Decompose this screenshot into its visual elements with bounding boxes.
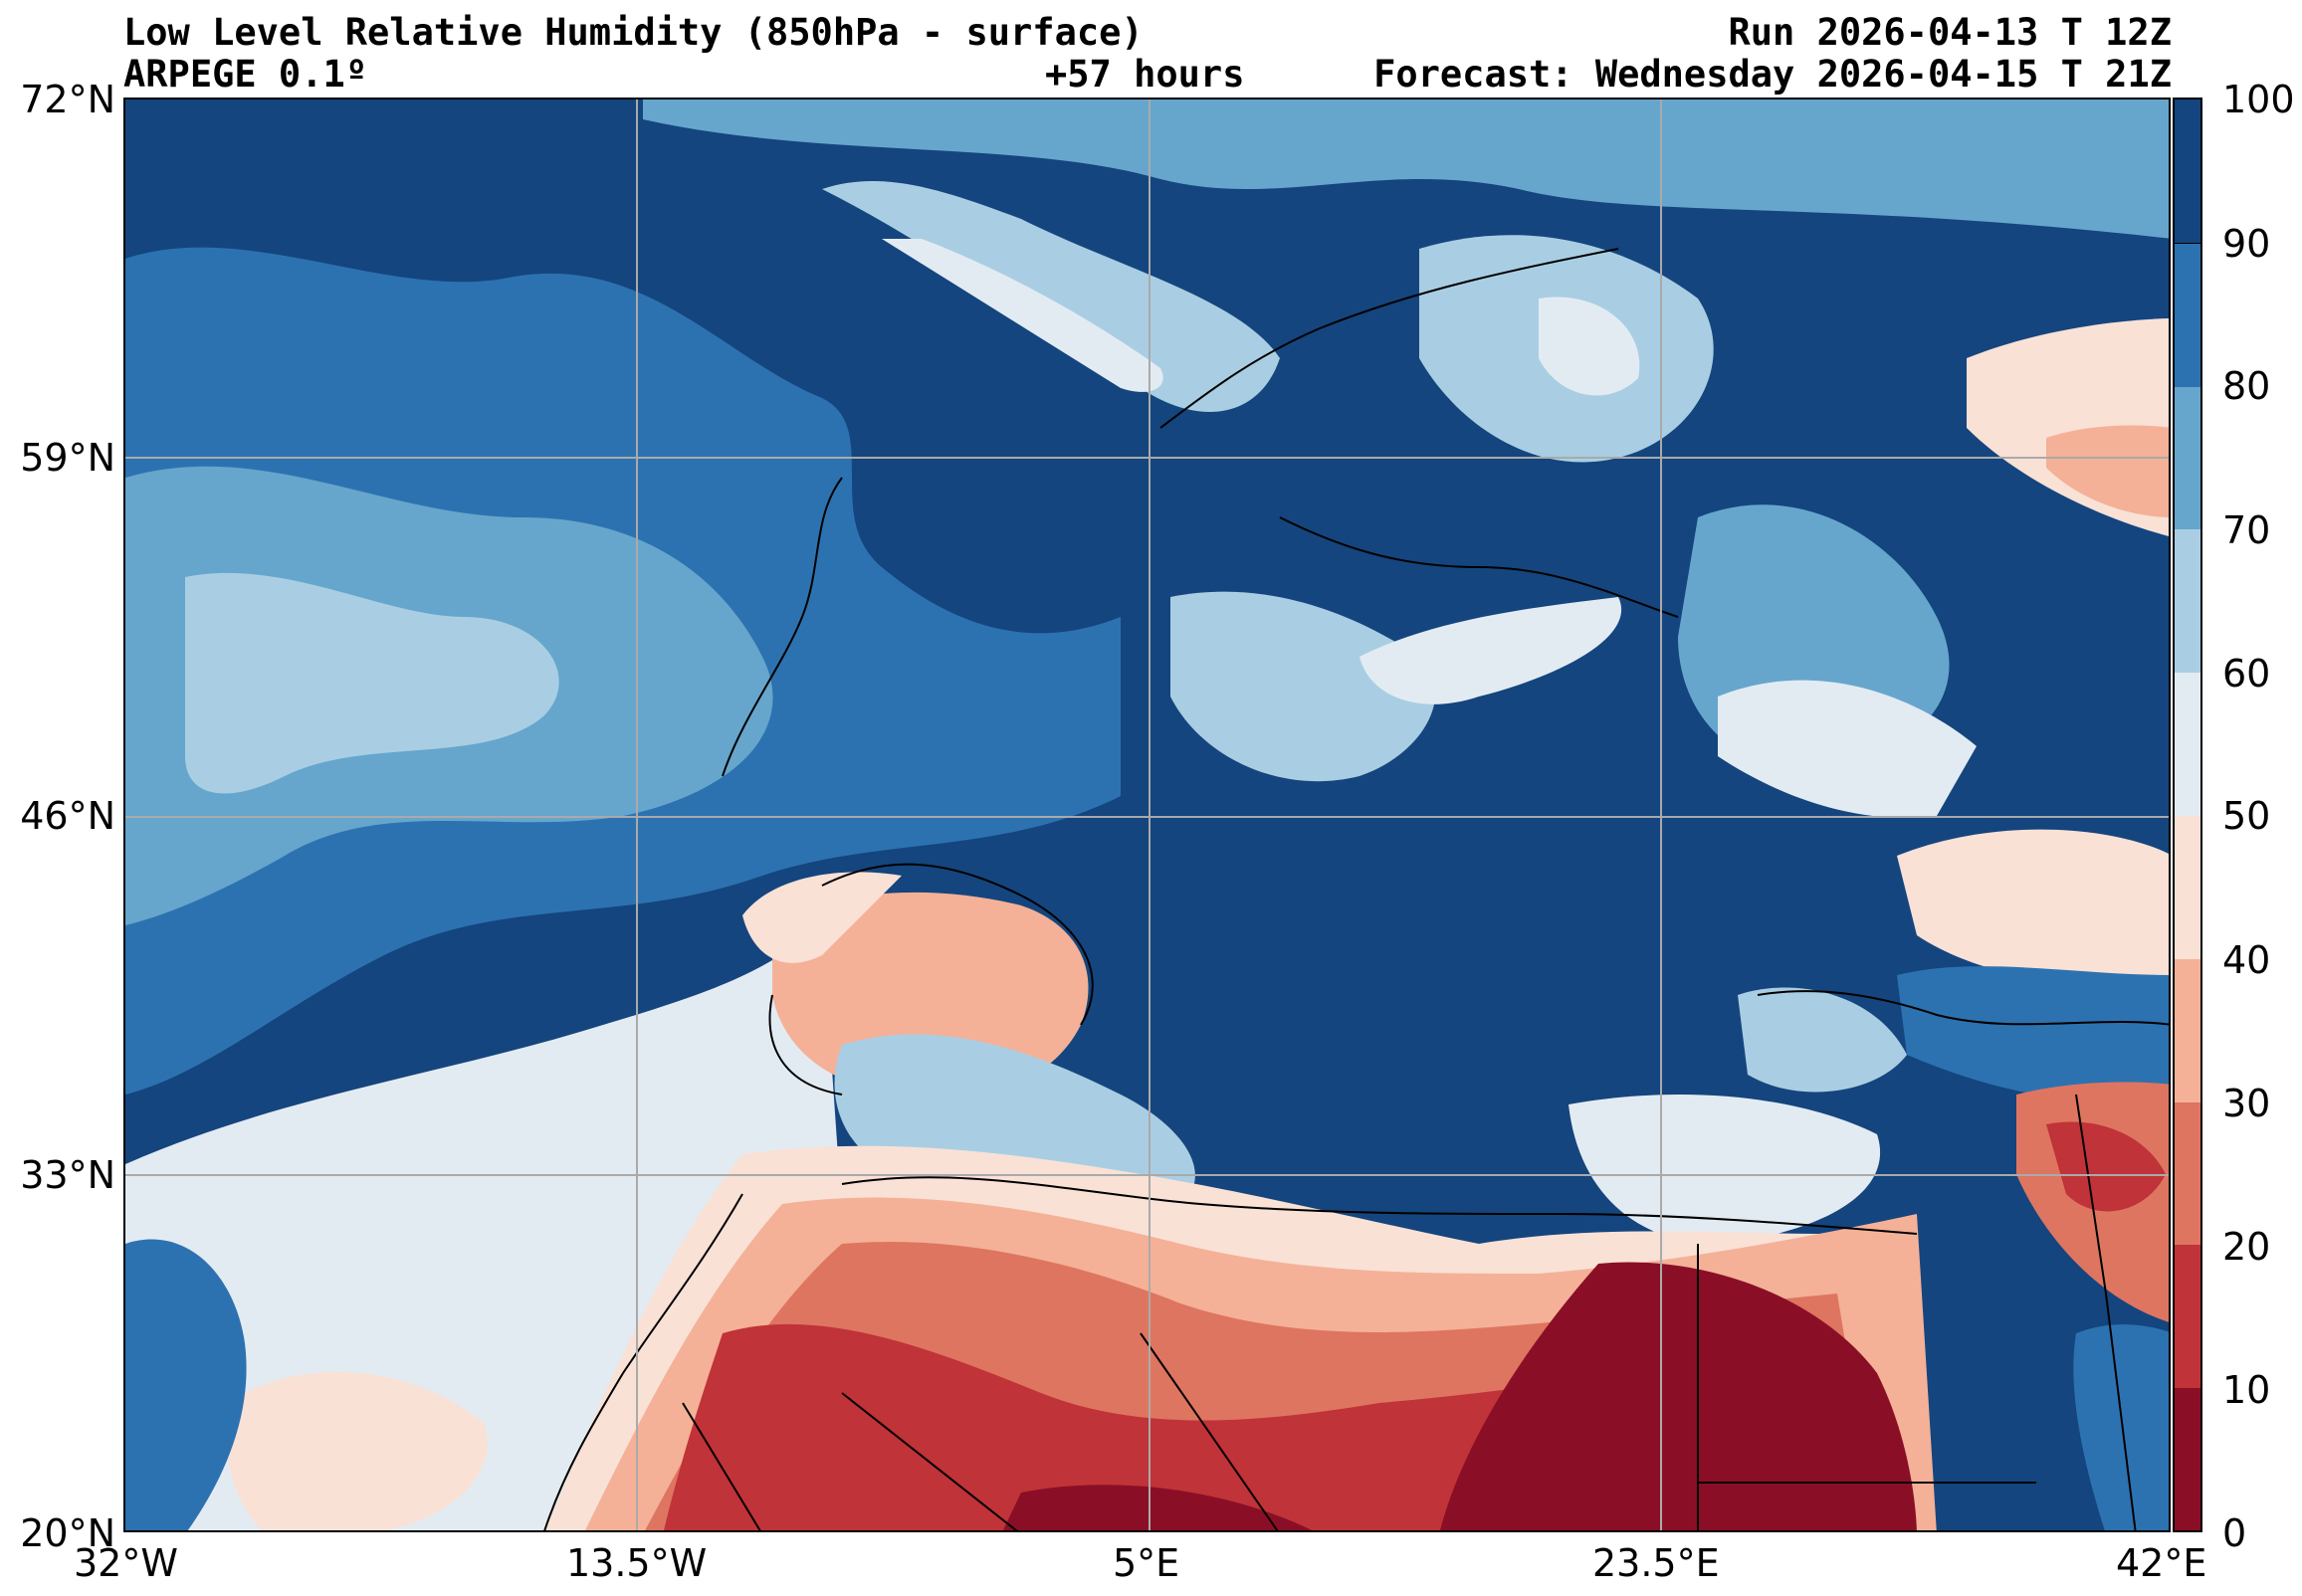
- iberia-pale: [742, 872, 902, 963]
- lat-tick-20n: 20°N: [20, 1511, 115, 1555]
- atlantic-light-band-2: [185, 572, 559, 794]
- colorbar-segment: [2175, 957, 2200, 1102]
- colorbar-segment: [2175, 1387, 2200, 1530]
- lat-tick-33n: 33°N: [20, 1153, 115, 1197]
- lat-tick-72n: 72°N: [20, 78, 115, 121]
- cbar-tick-90: 90: [2222, 222, 2271, 266]
- colorbar-segment: [2175, 528, 2200, 674]
- run-time: Run 2026-04-13 T 12Z: [1728, 11, 2172, 54]
- cbar-tick-30: 30: [2222, 1082, 2271, 1125]
- east-med-pale: [1569, 1095, 1881, 1244]
- sahara-dark-red: [1440, 1262, 1917, 1530]
- colorbar-segment: [2175, 100, 2200, 243]
- middle-east-dark-red: [2046, 1121, 2166, 1212]
- subtropical-salmon-patch: [227, 1371, 488, 1530]
- cbar-tick-50: 50: [2222, 794, 2271, 838]
- coastlines: [543, 248, 2169, 1530]
- cbar-tick-10: 10: [2222, 1368, 2271, 1412]
- cbar-tick-40: 40: [2222, 938, 2271, 982]
- colorbar-segment: [2175, 1244, 2200, 1389]
- colorbar-segment: [2175, 672, 2200, 816]
- cbar-tick-20: 20: [2222, 1225, 2271, 1269]
- lon-tick-42e: 42°E: [2116, 1541, 2207, 1585]
- caspian-salmon: [1897, 829, 2169, 983]
- map-field: [125, 100, 2169, 1530]
- scandinavia-pale: [1539, 297, 1640, 396]
- colorbar-segment: [2175, 815, 2200, 959]
- map-title: Low Level Relative Humidity (850hPa - su…: [123, 11, 1144, 54]
- ukraine-pale: [1718, 680, 1977, 818]
- sahara-dark-red-west: [1002, 1485, 1312, 1530]
- graticule: [125, 100, 2169, 1530]
- colorbar: [2173, 98, 2202, 1532]
- lon-tick-5e: 5°E: [1113, 1541, 1180, 1585]
- lon-tick-13.5w: 13.5°W: [566, 1541, 708, 1585]
- model-name: ARPEGE 0.1º: [123, 53, 368, 96]
- turkey-light: [1738, 987, 1907, 1093]
- lat-tick-46n: 46°N: [20, 794, 115, 838]
- red-sea-blue: [2073, 1324, 2169, 1530]
- lon-tick-23.5e: 23.5°E: [1592, 1541, 1720, 1585]
- colorbar-segment: [2175, 385, 2200, 530]
- forecast-time: Forecast: Wednesday 2026-04-15 T 21Z: [1373, 53, 2172, 96]
- cbar-tick-0: 0: [2222, 1511, 2247, 1555]
- lead-time: +57 hours: [1045, 53, 1245, 96]
- western-europe-light: [1170, 591, 1436, 782]
- lon-tick-32w: 32°W: [74, 1541, 178, 1585]
- turkey-blue: [1897, 966, 2169, 1101]
- cbar-tick-70: 70: [2222, 508, 2271, 552]
- atlantic-blue-southwest: [125, 1239, 247, 1530]
- north-streak-pale: [882, 239, 1163, 392]
- north-atlantic-streak: [643, 100, 2169, 239]
- colorbar-segment: [2175, 1100, 2200, 1246]
- cbar-tick-100: 100: [2222, 78, 2295, 121]
- cbar-tick-60: 60: [2222, 652, 2271, 696]
- lat-tick-59n: 59°N: [20, 436, 115, 480]
- cbar-tick-80: 80: [2222, 364, 2271, 408]
- russia-salmon-dark: [2046, 425, 2169, 517]
- humidity-map: [123, 98, 2171, 1532]
- north-atlantic-streak-light: [822, 180, 1280, 412]
- colorbar-segment: [2175, 242, 2200, 387]
- baltic-pale-band: [1360, 597, 1622, 704]
